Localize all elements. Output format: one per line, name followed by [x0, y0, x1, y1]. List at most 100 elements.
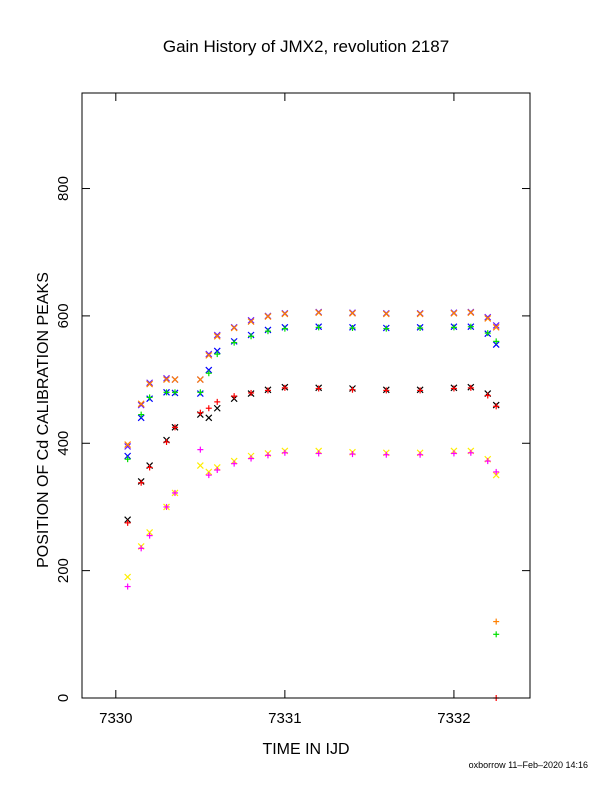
data-point: [205, 472, 212, 479]
data-point: [163, 503, 170, 510]
data-point: [484, 315, 492, 322]
data-point: [467, 384, 474, 391]
data-point: [146, 394, 153, 401]
data-point: [450, 385, 457, 392]
x-tick-label: 7331: [268, 710, 301, 727]
data-point: [205, 370, 212, 377]
data-point: [137, 401, 145, 409]
data-point: [264, 313, 272, 320]
data-point: [124, 443, 132, 450]
data-point: [138, 545, 145, 552]
data-point: [196, 376, 204, 384]
data-point: [382, 310, 390, 318]
data-point: [248, 333, 255, 340]
data-point: [124, 583, 131, 590]
data-point: [196, 462, 204, 469]
data-point: [349, 309, 356, 317]
y-tick-label: 400: [55, 431, 72, 456]
data-point: [484, 313, 492, 321]
chart-title: Gain History of JMX2, revolution 2187: [163, 37, 449, 56]
data-point: [493, 468, 500, 475]
data-point: [213, 347, 221, 355]
data-point: [124, 573, 132, 581]
data-point: [264, 452, 271, 459]
data-marks: [124, 308, 500, 701]
y-tick-label: 600: [55, 303, 72, 328]
data-point: [467, 309, 475, 317]
data-point: [124, 441, 132, 448]
data-point: [417, 324, 424, 331]
y-tick-label: 0: [55, 694, 72, 702]
data-point: [492, 323, 500, 331]
data-point: [230, 324, 238, 332]
data-point: [214, 351, 221, 358]
data-point: [231, 339, 238, 346]
data-point: [205, 351, 213, 359]
data-point: [383, 387, 390, 394]
data-point: [484, 392, 491, 399]
data-point: [467, 449, 474, 456]
data-point: [281, 384, 288, 391]
data-point: [281, 325, 288, 332]
data-point: [171, 376, 179, 384]
data-point: [349, 386, 356, 393]
data-point: [416, 310, 424, 318]
data-point: [315, 324, 322, 331]
data-point: [124, 519, 131, 526]
data-point: [163, 374, 170, 382]
data-point: [231, 460, 238, 467]
data-point: [197, 389, 204, 396]
data-point: [247, 318, 255, 326]
x-tick-label: 7330: [99, 710, 132, 727]
data-point: [248, 389, 255, 396]
data-point: [163, 438, 170, 445]
x-tick-label: 7332: [437, 710, 470, 727]
data-point: [137, 400, 145, 408]
data-point: [484, 330, 491, 337]
data-point: [493, 403, 500, 410]
data-point: [171, 424, 178, 431]
data-point: [484, 458, 491, 465]
data-point: [493, 631, 500, 638]
data-point: [214, 467, 221, 474]
x-axis-ticks: 7330 7331 7332: [99, 93, 471, 727]
data-point: [163, 376, 170, 384]
credit-line: oxborrow 11–Feb–2020 14:16: [469, 760, 588, 770]
data-point: [124, 516, 132, 524]
data-point: [213, 331, 221, 339]
data-point: [281, 310, 289, 318]
data-point: [281, 449, 288, 456]
data-point: [450, 450, 457, 457]
data-point: [146, 532, 153, 539]
data-point: [315, 309, 323, 317]
data-point: [205, 366, 213, 374]
data-point: [138, 411, 145, 418]
data-point: [450, 324, 457, 331]
data-point: [124, 456, 131, 463]
y-axis-label: POSITION OF Cd CALIBRATION PEAKS: [35, 272, 52, 568]
data-point: [492, 322, 500, 329]
data-point: [205, 350, 213, 358]
data-point: [124, 452, 132, 460]
data-point: [231, 393, 238, 400]
data-point: [264, 328, 271, 335]
data-point: [467, 323, 474, 330]
data-point: [383, 451, 390, 458]
data-point: [417, 387, 424, 394]
data-point: [205, 468, 213, 476]
data-point: [417, 451, 424, 458]
data-point: [493, 338, 500, 345]
plot-frame: [81, 92, 531, 699]
data-point: [138, 479, 145, 486]
data-point: [349, 451, 356, 458]
data-point: [383, 325, 390, 332]
x-axis-label: TIME IN IJD: [262, 741, 349, 758]
y-tick-label: 800: [55, 176, 72, 201]
data-point: [146, 464, 153, 471]
data-point: [315, 450, 322, 457]
data-point: [349, 324, 356, 331]
data-point: [171, 489, 178, 496]
data-point: [137, 414, 145, 422]
data-point: [197, 446, 204, 453]
